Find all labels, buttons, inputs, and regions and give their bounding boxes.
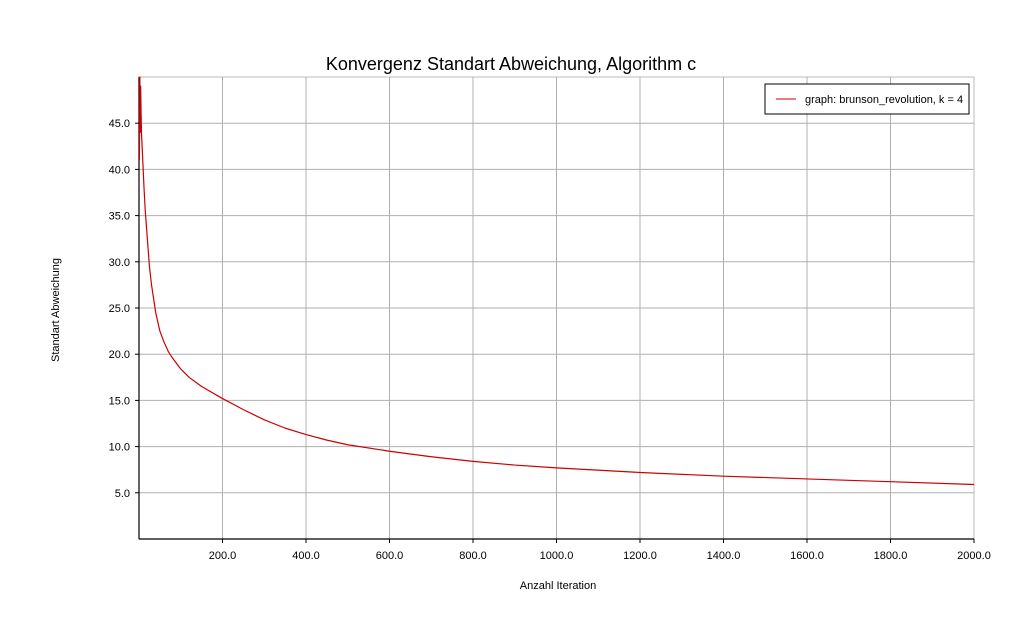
y-tick-label: 35.0 bbox=[109, 211, 130, 223]
x-tick-label: 600.0 bbox=[376, 550, 404, 562]
y-axis-ticks: 5.0 10.0 15.0 20.0 25.0 30.0 35.0 40.0 45.0 bbox=[109, 118, 139, 500]
x-axis-label: Anzahl Iteration bbox=[520, 580, 596, 592]
x-tick-label: 400.0 bbox=[292, 550, 320, 562]
y-tick-label: 45.0 bbox=[109, 118, 130, 130]
y-tick-label: 25.0 bbox=[109, 303, 130, 315]
y-tick-label: 40.0 bbox=[109, 164, 130, 176]
x-tick-label: 1800.0 bbox=[874, 550, 908, 562]
x-tick-label: 1200.0 bbox=[623, 550, 657, 562]
x-axis-ticks: 200.0 400.0 600.0 800.0 1000.0 1200.0 1400.0 16… bbox=[209, 539, 991, 562]
series-line bbox=[138, 76, 975, 486]
series-lines bbox=[138, 76, 975, 486]
x-tick-label: 1400.0 bbox=[707, 550, 741, 562]
x-tick-label: 800.0 bbox=[459, 550, 487, 562]
chart-title: Konvergenz Standart Abweichung, Algorith… bbox=[326, 54, 696, 74]
legend-box bbox=[764, 83, 970, 115]
y-tick-label: 15.0 bbox=[109, 395, 130, 407]
x-tick-label: 1600.0 bbox=[790, 550, 824, 562]
y-tick-label: 10.0 bbox=[109, 442, 130, 454]
y-tick-label: 5.0 bbox=[115, 488, 130, 500]
y-tick-label: 30.0 bbox=[109, 257, 130, 269]
y-tick-label: 20.0 bbox=[109, 349, 130, 361]
y-axis-label: Standart Abweichung bbox=[50, 258, 62, 362]
x-tick-label: 2000.0 bbox=[957, 550, 991, 562]
x-tick-label: 1000.0 bbox=[540, 550, 574, 562]
x-tick-label: 200.0 bbox=[209, 550, 237, 562]
legend-label: graph: brunson_revolution, k = 4 bbox=[805, 94, 963, 106]
legend: graph: brunson_revolution, k = 4 bbox=[764, 83, 970, 115]
